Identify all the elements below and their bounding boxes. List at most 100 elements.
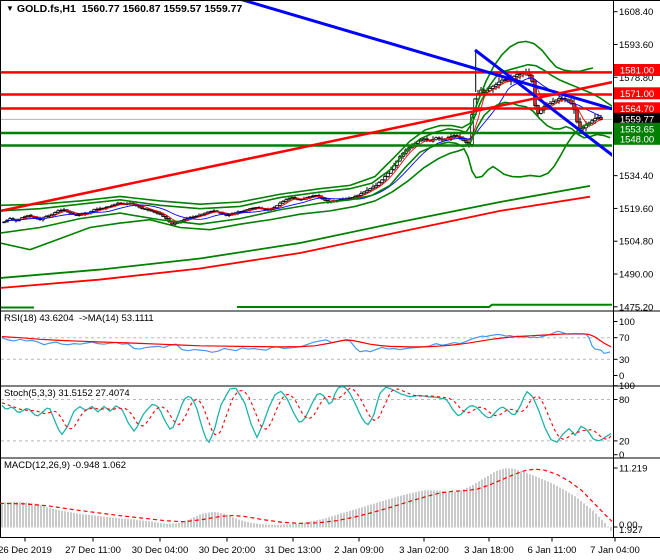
macd-histogram-bar (577, 498, 579, 528)
stoch-pane[interactable]: 100 80 20 0 (1, 381, 635, 461)
main-price-pane[interactable] (0, 0, 616, 309)
candle-body (491, 85, 495, 89)
macd-histogram-bar (373, 503, 375, 528)
macd-histogram-bar (430, 490, 432, 528)
macd-histogram-bar (403, 494, 405, 528)
macd-histogram-bar (307, 521, 309, 528)
macd-histogram-bar (232, 517, 234, 528)
macd-histogram-bar (199, 514, 201, 528)
rsi-tick-label: 0 (619, 371, 624, 382)
macd-histogram-bar (121, 518, 123, 528)
macd-histogram-bar (100, 516, 102, 528)
macd-histogram-bar (505, 468, 507, 528)
macd-histogram-bar (202, 513, 204, 528)
candle-body (365, 189, 369, 193)
macd-histogram-bar (265, 524, 267, 528)
descending-trendline-short[interactable] (474, 48, 616, 158)
candle-body (368, 188, 372, 191)
candle-body (419, 139, 423, 142)
candle-body (161, 213, 165, 217)
macd-histogram-bar (67, 511, 69, 528)
macd-histogram-bar (436, 490, 438, 528)
candle-body (356, 194, 360, 197)
price-tick-label: 1578.80 (619, 73, 653, 84)
candle-body (227, 214, 231, 216)
macd-histogram-bar (598, 516, 600, 528)
macd-histogram-bar (91, 515, 93, 528)
macd-histogram-bar (7, 502, 9, 528)
macd-histogram-bar (1, 502, 3, 528)
candle-body (152, 210, 156, 213)
candle-body (209, 211, 213, 213)
candle-body (437, 137, 441, 140)
macd-histogram-bar (382, 500, 384, 528)
macd-histogram-bar (538, 477, 540, 528)
macd-histogram-bar (607, 526, 609, 528)
candle-body (299, 198, 303, 201)
time-tick-label: 27 Dec 11:00 (65, 545, 121, 556)
macd-histogram-bar (151, 521, 153, 528)
macd-pane[interactable]: 11.219 0.001.927 (0, 463, 647, 536)
macd-histogram-bar (583, 503, 585, 528)
macd-histogram-bar (349, 510, 351, 528)
macd-histogram-bar (97, 515, 99, 528)
macd-histogram-bar (592, 510, 594, 528)
macd-histogram-bar (394, 497, 396, 528)
stoch-tick-label: 0 (619, 450, 624, 461)
macd-histogram-bar (361, 507, 363, 528)
candle-body (581, 127, 585, 130)
price-badge-label: 1559.77 (620, 114, 654, 125)
macd-histogram-bar (322, 518, 324, 528)
candle-body (239, 211, 243, 213)
macd-histogram-bar (358, 508, 360, 528)
price-badge-1571.00: 1571.00 (614, 87, 660, 100)
macd-histogram-bar (271, 524, 273, 528)
candle-body (101, 207, 105, 210)
macd-histogram-bar (124, 518, 126, 528)
macd-histogram-bar (421, 490, 423, 528)
candle-body (596, 116, 600, 119)
descending-trendline-long[interactable] (236, 0, 616, 111)
macd-histogram-bar (127, 519, 129, 528)
price-axis: 1608.40 1593.60 1578.80 1534.40 1519.60 1504.… (614, 7, 660, 313)
macd-histogram-bar (184, 520, 186, 528)
macd-histogram-bar (238, 519, 240, 528)
ascending-channel-line[interactable] (0, 80, 613, 213)
candle-body (119, 202, 123, 205)
macd-histogram-bar (13, 501, 15, 528)
pane-borders (0, 0, 660, 542)
macd-histogram-bar (337, 514, 339, 528)
band-outer-lower (1, 122, 591, 251)
candle-body (539, 109, 543, 114)
macd-histogram-bar (433, 490, 435, 528)
macd-signal-line (0, 468, 613, 524)
band-inner-upper (1, 63, 612, 212)
candle-body (383, 176, 387, 181)
candle-body (497, 81, 501, 85)
macd-histogram-bar (532, 475, 534, 528)
symbol-dropdown-icon[interactable]: ▼ (6, 4, 14, 13)
macd-histogram-bar (451, 492, 453, 528)
macd-histogram-bar (103, 516, 105, 528)
ma-fast-line (3, 73, 602, 223)
macd-histogram-bar (109, 517, 111, 528)
price-badge-label: 1564.70 (620, 104, 654, 115)
candle-body (245, 209, 249, 212)
candle-body (197, 214, 201, 217)
macd-histogram-bar (580, 501, 582, 528)
candle-body (254, 207, 258, 209)
price-badge-1553.65: 1553.65 (614, 122, 660, 135)
macd-histogram-bar (364, 506, 366, 528)
macd-histogram-bar (469, 486, 471, 528)
rsi-tick-label: 30 (619, 355, 630, 366)
macd-histogram-bar (46, 507, 48, 528)
macd-histogram-bar (130, 519, 132, 528)
macd-histogram-bar (34, 503, 36, 528)
rsi-pane[interactable]: 100 70 30 0 (1, 317, 635, 382)
candle-body (551, 101, 555, 104)
macd-histogram-bar (514, 468, 516, 528)
candle-body (26, 214, 30, 217)
candle-body (281, 201, 285, 204)
